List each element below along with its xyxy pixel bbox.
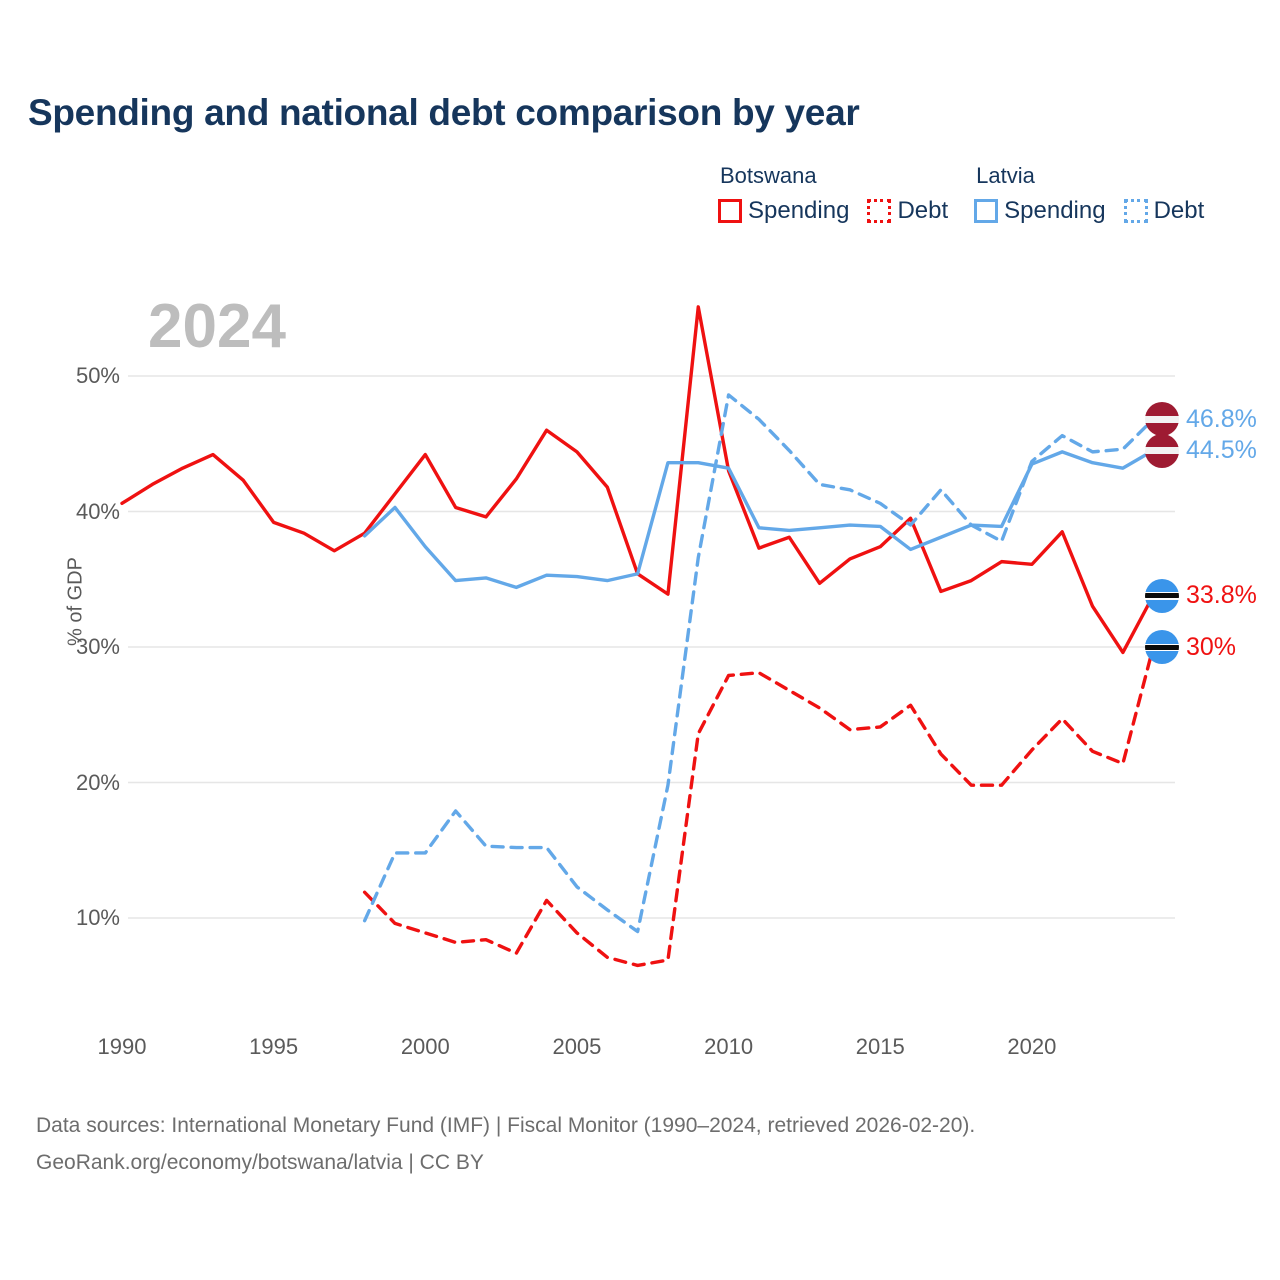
x-axis-tick-label: 2010 [704,1034,754,1059]
legend-group-title: Latvia [976,163,1035,188]
series-line-latvia-spending [362,448,1155,590]
x-axis-tick-label: 2000 [400,1034,450,1059]
x-axis-tick-label: 1995 [249,1034,299,1059]
footer-attribution: GeoRank.org/economy/botswana/latvia | CC… [36,1150,484,1174]
end-label-botswana-debt: 30% [1145,630,1236,664]
end-label-value: 30% [1186,632,1237,661]
end-label-value: 44.5% [1186,436,1257,465]
legend-swatch-dotted-icon [1123,199,1148,223]
legend-group-title: Botswana [720,163,817,188]
legend-group-botswana: Botswana Spending Debt [718,163,948,225]
legend-item-label: Spending [1004,197,1106,224]
end-label-value: 33.8% [1186,581,1257,609]
y-axis-tick-label: 50% [75,363,120,388]
footer-data-sources: Data sources: International Monetary Fun… [36,1114,976,1137]
y-axis-tick-label: 40% [75,498,120,524]
legend-item-label: Debt [1153,197,1205,224]
chart-legend: Botswana Spending Debt Latvia [718,163,1204,225]
botswana-flag-icon [1145,630,1179,664]
latvia-flag-icon [1145,402,1179,437]
legend-item-label: Debt [897,197,949,224]
y-axis-tick-label: 10% [75,905,120,930]
x-axis-tick-label: 1990 [97,1034,147,1059]
page-title: Spending and national debt comparison by… [28,92,860,133]
year-watermark: 2024 [148,292,286,361]
chart-footer: Data sources: International Monetary Fun… [36,1108,975,1182]
y-axis-ticks: 10% 20% 30% 40% 50% [30,0,120,1280]
legend-item-label: Spending [748,197,850,224]
x-axis-tick-label: 2020 [1007,1034,1057,1059]
legend-item-botswana-debt[interactable]: Debt [867,197,948,225]
legend-swatch-dotted-icon [867,199,892,223]
legend-item-latvia-spending[interactable]: Spending [974,197,1106,225]
legend-item-botswana-spending[interactable]: Spending [718,197,849,225]
latvia-flag-icon [1145,433,1179,468]
series-line-botswana-debt [362,645,1155,968]
x-axis-tick-label: 2005 [552,1034,602,1059]
x-axis-tick-label: 2015 [855,1034,905,1059]
legend-group-latvia: Latvia Spending Debt [974,163,1204,225]
end-label-value: 46.8% [1186,404,1257,433]
y-axis-tick-label: 30% [75,634,120,659]
legend-item-latvia-debt[interactable]: Debt [1123,197,1205,225]
botswana-flag-icon [1145,578,1179,613]
end-label-botswana-spending: 33.8% [1145,578,1257,613]
series-line-latvia-debt [362,393,1155,934]
y-axis-tick-label: 20% [75,769,120,795]
legend-swatch-solid-icon [974,199,999,223]
legend-swatch-solid-icon [718,199,742,223]
series-line-botswana-spending [120,305,1155,655]
end-label-latvia-spending: 44.5% [1145,433,1257,468]
end-label-latvia-debt: 46.8% [1145,402,1257,437]
